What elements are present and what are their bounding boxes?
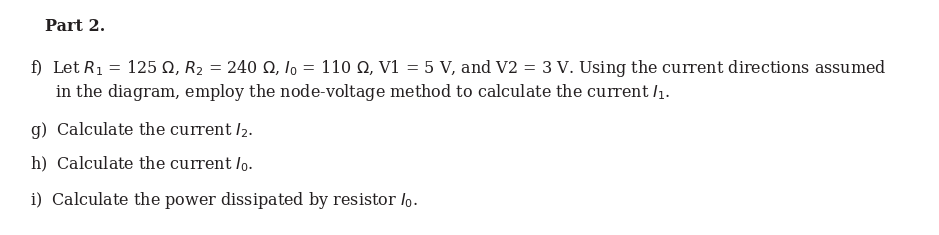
Text: f)  Let $R_1$ = 125 $\Omega$, $R_2$ = 240 $\Omega$, $I_0$ = 110 $\Omega$, V1 = 5: f) Let $R_1$ = 125 $\Omega$, $R_2$ = 240…	[30, 58, 886, 79]
Text: g)  Calculate the current $I_2$.: g) Calculate the current $I_2$.	[30, 120, 254, 141]
Text: Part 2.: Part 2.	[45, 18, 105, 35]
Text: h)  Calculate the current $I_0$.: h) Calculate the current $I_0$.	[30, 155, 254, 174]
Text: in the diagram, employ the node-voltage method to calculate the current $I_1$.: in the diagram, employ the node-voltage …	[30, 82, 670, 103]
Text: i)  Calculate the power dissipated by resistor $I_0$.: i) Calculate the power dissipated by res…	[30, 190, 418, 211]
